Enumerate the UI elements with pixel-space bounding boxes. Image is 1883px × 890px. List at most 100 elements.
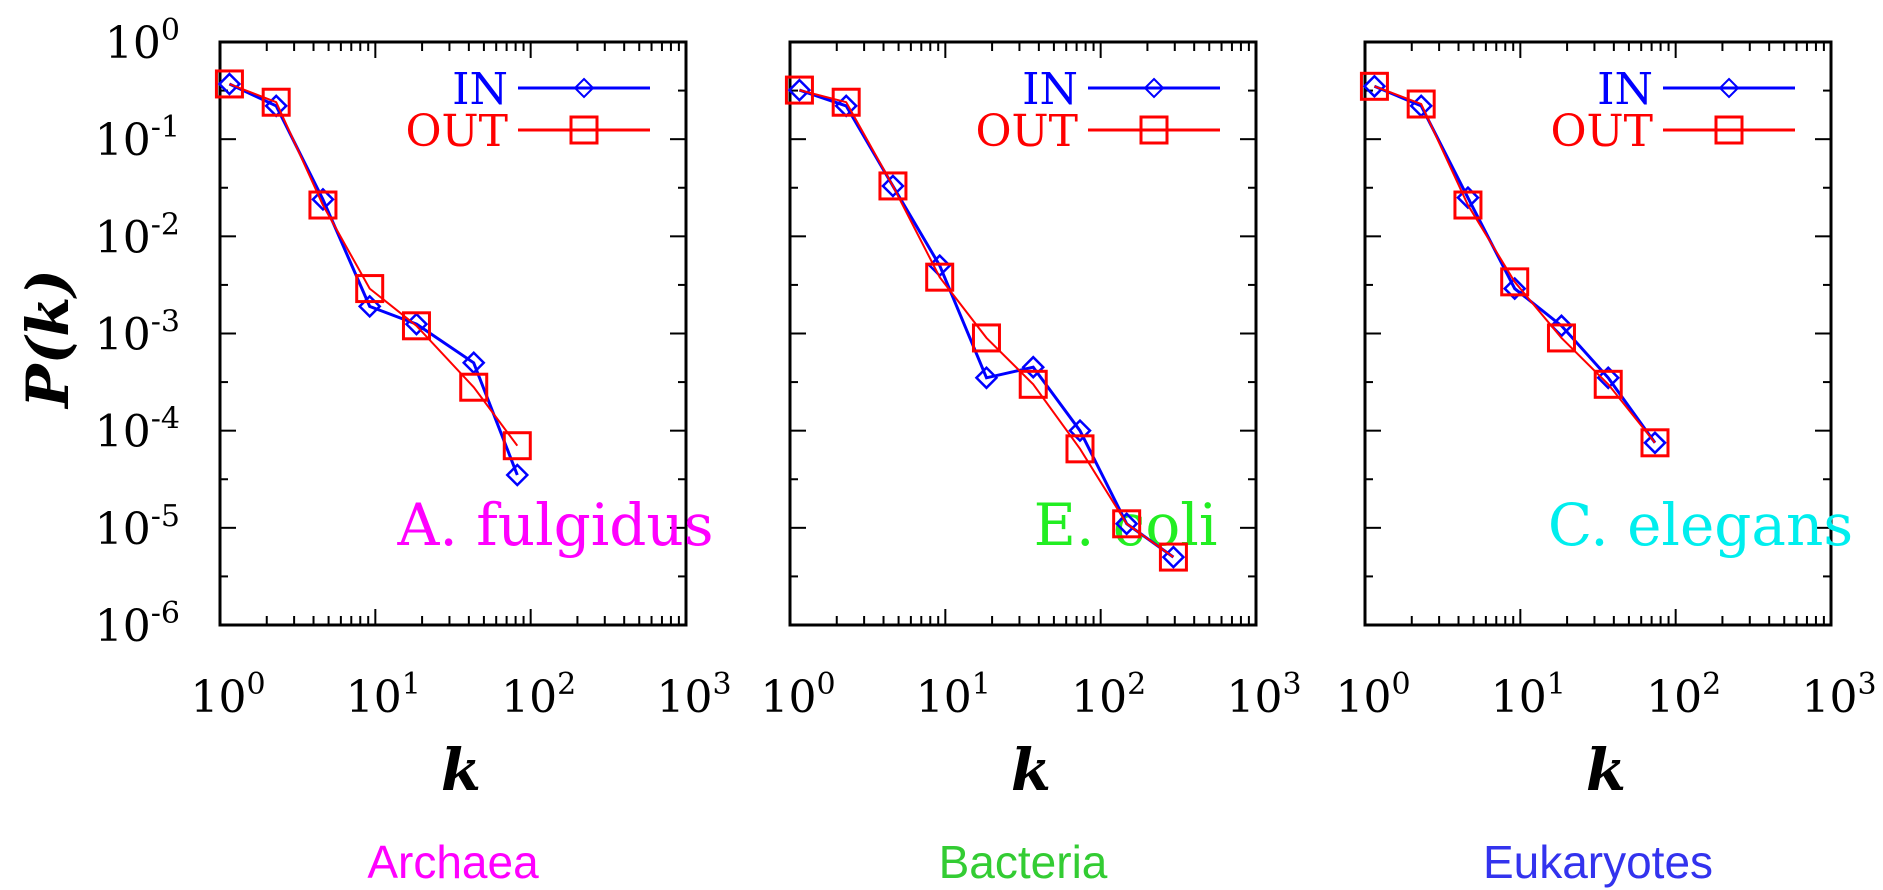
data-point-out bbox=[502, 431, 532, 461]
legend-out-label: OUT bbox=[1550, 106, 1653, 157]
tick-exponent: 0 bbox=[1391, 667, 1410, 702]
x-tick-label: 100 bbox=[1335, 667, 1410, 723]
y-tick-label: 10-6 bbox=[95, 596, 180, 652]
series-line-in bbox=[798, 88, 1175, 559]
data-point-out bbox=[1065, 434, 1095, 464]
tick-exponent: 2 bbox=[1702, 667, 1721, 702]
legend-in-label: IN bbox=[1597, 64, 1653, 115]
series-line-out bbox=[229, 83, 519, 447]
organism-label: A. fulgidus bbox=[396, 491, 713, 559]
x-tick-label: 102 bbox=[1646, 667, 1721, 723]
data-point-in bbox=[1021, 355, 1045, 379]
data-point-in bbox=[787, 78, 812, 102]
data-point-in bbox=[1456, 185, 1480, 210]
x-tick-label: 103 bbox=[1226, 667, 1301, 723]
data-point-out bbox=[1500, 267, 1530, 297]
tick-base: 10 bbox=[190, 672, 246, 723]
legend-out-label: OUT bbox=[975, 106, 1078, 157]
tick-exponent: 3 bbox=[712, 667, 731, 702]
data-point-in bbox=[1596, 366, 1620, 390]
tick-base: 10 bbox=[656, 672, 712, 723]
tick-exponent: -2 bbox=[151, 207, 180, 242]
tick-exponent: -3 bbox=[151, 305, 180, 340]
tick-base: 10 bbox=[95, 601, 151, 652]
tick-exponent: 1 bbox=[402, 667, 421, 702]
y-tick-label: 10-2 bbox=[95, 207, 180, 263]
data-point-in bbox=[1643, 431, 1667, 455]
legend-in-marker bbox=[573, 77, 595, 99]
tick-exponent: 1 bbox=[1547, 667, 1566, 702]
series-out bbox=[784, 75, 1188, 572]
tick-base: 10 bbox=[1646, 672, 1702, 723]
series-out bbox=[214, 69, 532, 461]
data-point-out bbox=[459, 372, 489, 402]
tick-base: 10 bbox=[916, 672, 972, 723]
data-point-in bbox=[881, 174, 905, 198]
x-axis-title: k bbox=[1586, 736, 1626, 804]
legend-out-marker bbox=[569, 115, 599, 145]
y-axis-label: P(k) bbox=[14, 269, 82, 410]
y-tick-label: 10-4 bbox=[95, 402, 180, 458]
data-point-in bbox=[505, 463, 530, 487]
series-line-in bbox=[228, 82, 519, 476]
legend-in-label: IN bbox=[1022, 64, 1078, 115]
data-point-in bbox=[217, 72, 242, 96]
x-tick-label: 101 bbox=[916, 667, 991, 723]
x-tick-label: 102 bbox=[501, 667, 576, 723]
series-in bbox=[787, 78, 1186, 569]
data-point-in bbox=[1502, 276, 1527, 301]
tick-base: 10 bbox=[1071, 672, 1127, 723]
tick-exponent: 0 bbox=[161, 13, 180, 48]
series-line-out bbox=[1374, 85, 1656, 444]
tick-base: 10 bbox=[760, 672, 816, 723]
y-tick-label: 10-3 bbox=[95, 305, 180, 361]
data-point-out bbox=[1640, 428, 1670, 458]
data-point-out bbox=[1453, 190, 1483, 220]
x-tick-label: 101 bbox=[1491, 667, 1566, 723]
data-point-in bbox=[974, 366, 999, 390]
data-point-out bbox=[1546, 323, 1576, 353]
legend-in-label: IN bbox=[452, 64, 508, 115]
tick-base: 10 bbox=[95, 212, 151, 263]
organism-label: E. coli bbox=[1034, 491, 1218, 559]
legend-in-marker bbox=[1718, 77, 1740, 99]
legend-out-label: OUT bbox=[405, 106, 508, 157]
tick-exponent: 0 bbox=[816, 667, 835, 702]
data-point-out bbox=[925, 262, 955, 292]
x-tick-label: 103 bbox=[656, 667, 731, 723]
data-point-out bbox=[1406, 89, 1436, 119]
data-point-out bbox=[971, 323, 1001, 353]
data-point-out bbox=[1112, 509, 1142, 539]
tick-base: 10 bbox=[346, 672, 402, 723]
data-point-out bbox=[401, 311, 431, 341]
data-point-in bbox=[1362, 74, 1387, 99]
tick-base: 10 bbox=[95, 504, 151, 555]
data-point-out bbox=[1018, 369, 1048, 399]
tick-base: 10 bbox=[95, 115, 151, 166]
tick-exponent: 2 bbox=[1127, 667, 1146, 702]
y-axis-title: P(k) bbox=[14, 269, 82, 410]
tick-base: 10 bbox=[1801, 672, 1857, 723]
data-point-out bbox=[878, 171, 908, 201]
tick-exponent: -5 bbox=[151, 499, 180, 534]
legend-in-marker bbox=[1143, 77, 1165, 99]
organism-label: C. elegans bbox=[1548, 491, 1853, 559]
data-point-in bbox=[1549, 314, 1574, 338]
tick-exponent: -4 bbox=[151, 402, 180, 437]
x-axis-title: k bbox=[1011, 736, 1051, 804]
data-point-out bbox=[214, 69, 244, 99]
tick-exponent: -1 bbox=[151, 110, 180, 145]
kingdom-label: Eukaryotes bbox=[1483, 836, 1713, 888]
kingdom-label: Archaea bbox=[367, 836, 539, 888]
data-point-in bbox=[357, 294, 382, 319]
tick-exponent: 3 bbox=[1282, 667, 1301, 702]
legend-out-marker bbox=[1714, 115, 1744, 145]
series-in bbox=[217, 72, 530, 487]
data-point-in bbox=[1114, 512, 1139, 536]
